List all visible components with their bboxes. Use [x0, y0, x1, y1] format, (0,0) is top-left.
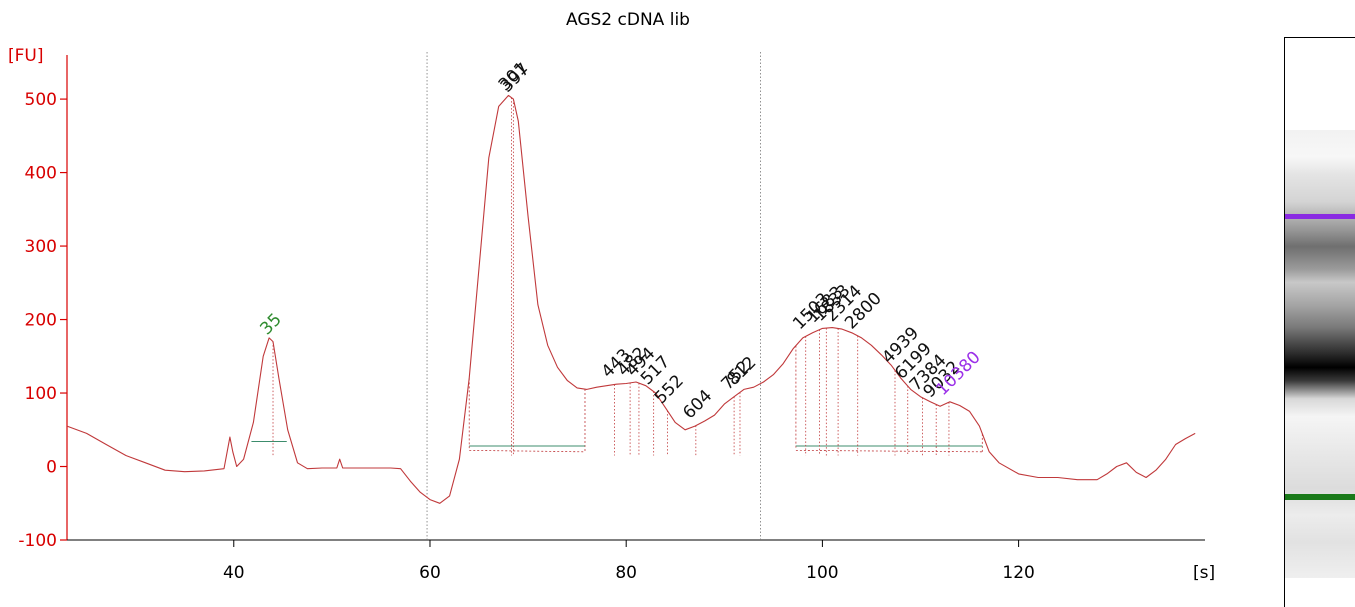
lower-marker-band	[1285, 494, 1355, 500]
x-tick-label: 100	[806, 563, 838, 583]
smear-baseline-dotted	[469, 449, 585, 453]
x-tick-label: 40	[223, 563, 245, 583]
x-axis-label: [s]	[1193, 563, 1215, 583]
upper-marker-band	[1285, 214, 1355, 219]
trace-layer	[66, 94, 1196, 504]
x-tick-label: 60	[419, 563, 441, 583]
chart-title: AGS2 cDNA lib	[566, 10, 690, 30]
gel-image-panel	[1284, 37, 1355, 607]
vertical-marker-lines	[426, 52, 761, 540]
peak-labels: 3530139744348249451755260475281215031683…	[256, 58, 985, 456]
x-tick-label: 80	[615, 563, 637, 583]
y-tick-label: 500	[25, 90, 57, 110]
y-tick-label: 100	[25, 384, 57, 404]
peak-label-35: 35	[256, 310, 285, 339]
x-tick-label: 120	[1002, 563, 1034, 583]
y-tick-label: 400	[25, 164, 57, 184]
electropherogram-trace	[66, 94, 1196, 504]
y-axis-label: [FU]	[8, 46, 44, 66]
electropherogram-chart: AGS2 cDNA lib [FU] [s] -100 0 100 200 300 400…	[8, 10, 1215, 583]
axes: -100 0 100 200 300 400 500 40 60 80 100 120	[18, 55, 1205, 583]
y-tick-label: 0	[46, 458, 57, 478]
gel-lane	[1285, 130, 1355, 578]
y-tick-label: -100	[18, 531, 57, 551]
smear-region-lines	[251, 345, 983, 453]
peak-label-397: 397	[497, 60, 534, 97]
y-tick-label: 300	[25, 237, 57, 257]
smear-baseline-dotted	[795, 449, 983, 453]
y-tick-label: 200	[25, 311, 57, 331]
